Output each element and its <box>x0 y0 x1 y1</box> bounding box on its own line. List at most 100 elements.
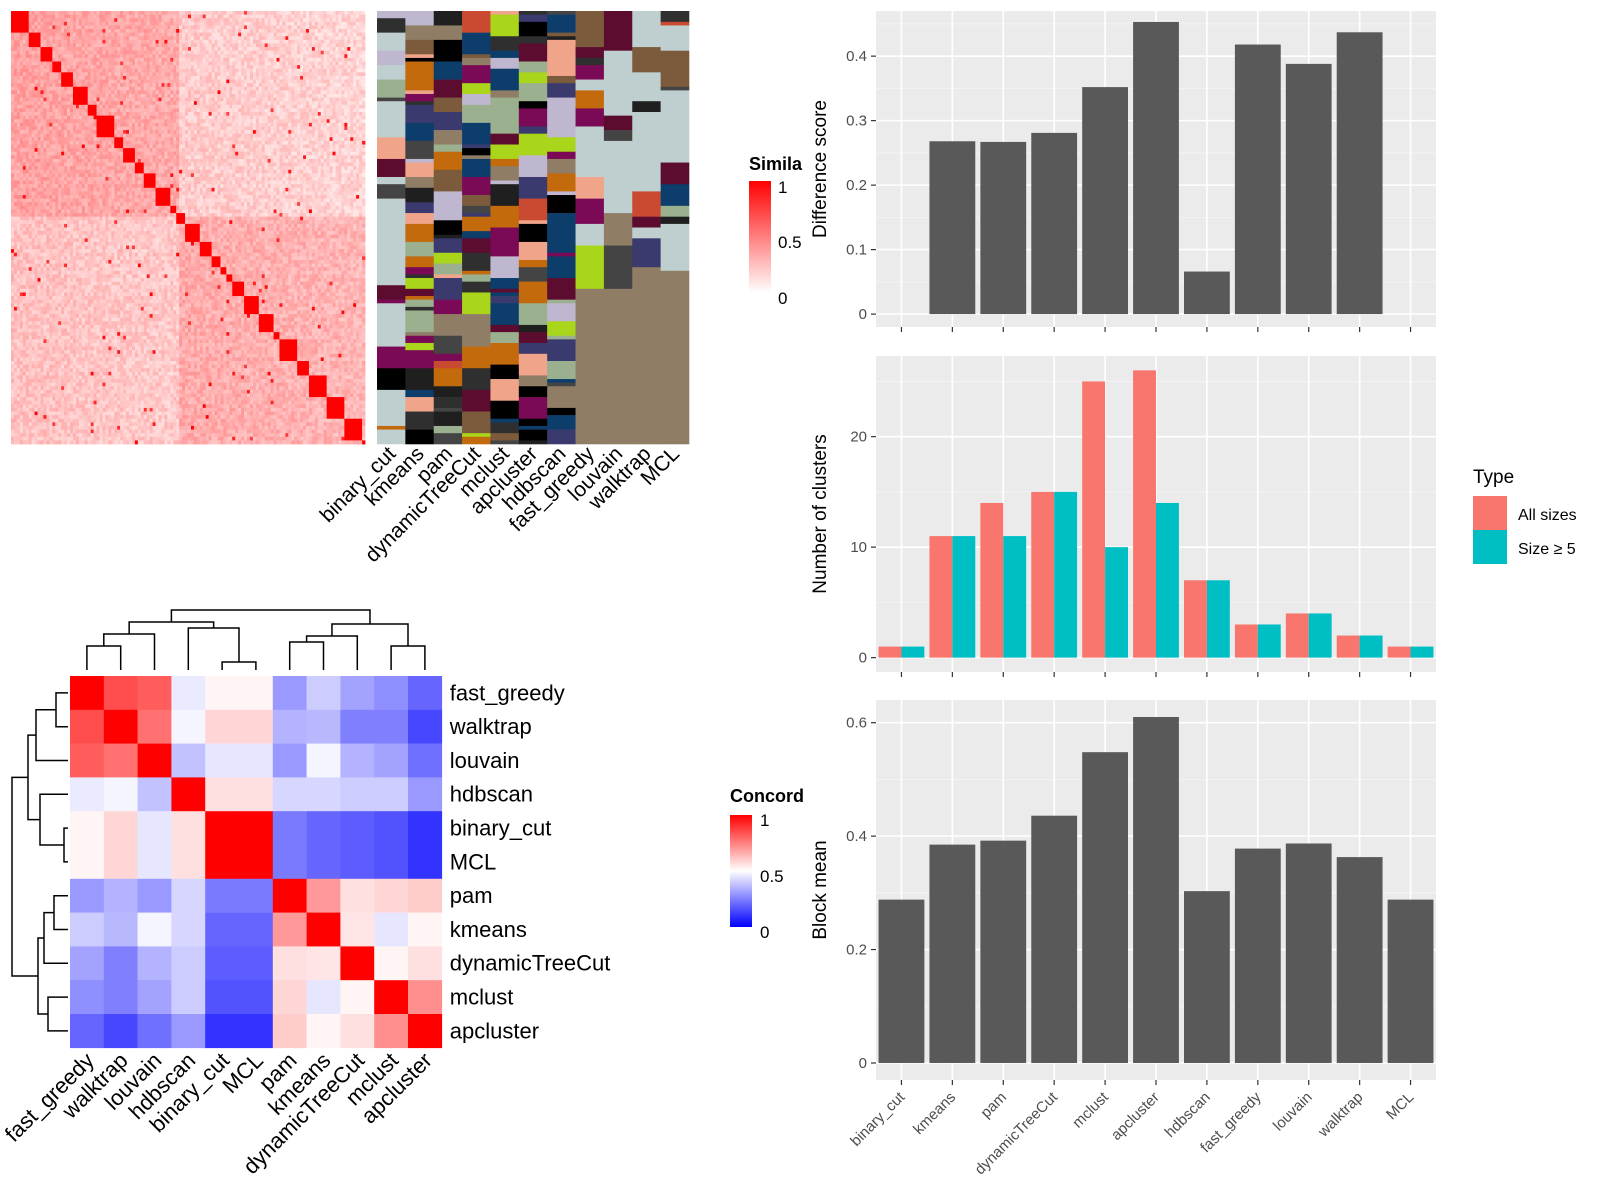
similarity-cell <box>126 51 129 55</box>
similarity-cell <box>170 155 173 159</box>
similarity-cell <box>241 155 244 159</box>
similarity-cell <box>185 148 188 152</box>
similarity-cell <box>111 126 114 130</box>
similarity-cell <box>353 29 356 33</box>
similarity-cell <box>291 40 294 44</box>
similarity-cell <box>135 126 138 130</box>
similarity-cell <box>182 51 185 55</box>
similarity-cell <box>159 40 162 44</box>
similarity-cell <box>200 58 203 62</box>
similarity-cell <box>279 105 282 109</box>
similarity-cell <box>188 54 191 58</box>
similarity-cell <box>324 134 327 138</box>
similarity-cell <box>67 29 70 33</box>
similarity-cell <box>212 22 215 26</box>
similarity-cell <box>188 105 191 109</box>
similarity-cell <box>271 148 274 152</box>
similarity-cell <box>46 65 49 69</box>
similarity-cell <box>315 58 318 62</box>
similarity-cell <box>82 29 85 33</box>
similarity-cell <box>362 54 365 58</box>
similarity-cell <box>43 126 46 130</box>
similarity-cell <box>241 15 244 19</box>
similarity-cell <box>336 101 339 105</box>
similarity-cell <box>282 43 285 47</box>
similarity-cell <box>315 119 318 123</box>
similarity-cell <box>179 83 182 87</box>
similarity-cell <box>26 40 29 44</box>
similarity-cell <box>191 80 194 84</box>
similarity-cell <box>338 87 341 91</box>
similarity-cell <box>341 98 344 102</box>
similarity-cell <box>129 108 132 112</box>
similarity-cell <box>318 134 321 138</box>
similarity-cell <box>291 65 294 69</box>
similarity-cell <box>247 83 250 87</box>
similarity-cell <box>11 108 14 112</box>
similarity-cell <box>58 123 61 127</box>
similarity-cell <box>11 123 14 127</box>
similarity-cell <box>309 76 312 80</box>
similarity-cell <box>167 152 170 156</box>
similarity-cell <box>235 112 238 116</box>
similarity-cell <box>197 159 200 163</box>
similarity-cell <box>347 145 350 149</box>
similarity-cell <box>282 126 285 130</box>
similarity-cell <box>49 76 52 80</box>
similarity-cell <box>212 83 215 87</box>
similarity-cell <box>26 98 29 102</box>
similarity-cell <box>156 159 159 163</box>
similarity-cell <box>35 141 38 145</box>
similarity-cell <box>259 116 262 120</box>
similarity-cell <box>55 119 58 123</box>
similarity-cell <box>46 116 49 120</box>
similarity-cell <box>108 80 111 84</box>
similarity-cell <box>315 155 318 159</box>
similarity-cell <box>43 43 46 47</box>
similarity-cell <box>300 76 303 80</box>
similarity-cell <box>350 40 353 44</box>
similarity-cell <box>70 76 73 80</box>
similarity-cell <box>282 11 285 15</box>
similarity-cell <box>58 47 61 51</box>
similarity-cell <box>279 58 282 62</box>
similarity-cell <box>203 90 206 94</box>
similarity-cell <box>212 98 215 102</box>
similarity-cell <box>253 58 256 62</box>
similarity-cell <box>300 51 303 55</box>
similarity-cell <box>229 137 232 141</box>
similarity-cell <box>303 83 306 87</box>
similarity-cell <box>176 87 179 91</box>
similarity-cell <box>88 116 91 120</box>
similarity-cell <box>336 29 339 33</box>
similarity-cell <box>20 58 23 62</box>
similarity-cell <box>215 105 218 109</box>
similarity-cell <box>35 65 38 69</box>
similarity-cell <box>102 83 105 87</box>
similarity-cell <box>100 83 103 87</box>
similarity-cell <box>206 80 209 84</box>
similarity-cell <box>173 33 176 37</box>
similarity-cell <box>156 145 159 149</box>
similarity-cell <box>347 51 350 55</box>
similarity-cell <box>105 22 108 26</box>
similarity-cell <box>23 98 26 102</box>
similarity-cell <box>132 47 135 51</box>
similarity-cell <box>111 94 114 98</box>
similarity-cell <box>117 65 120 69</box>
similarity-cell <box>209 148 212 152</box>
similarity-cell <box>29 69 32 73</box>
similarity-cell <box>94 25 97 29</box>
similarity-cell <box>76 47 79 51</box>
similarity-cell <box>76 87 79 91</box>
similarity-cell <box>38 148 41 152</box>
similarity-cell <box>235 90 238 94</box>
similarity-cell <box>350 137 353 141</box>
similarity-cell <box>43 11 46 15</box>
similarity-cell <box>167 43 170 47</box>
similarity-cell <box>271 40 274 44</box>
similarity-cell <box>200 65 203 69</box>
similarity-cell <box>188 72 191 76</box>
similarity-cell <box>268 33 271 37</box>
similarity-cell <box>336 36 339 40</box>
